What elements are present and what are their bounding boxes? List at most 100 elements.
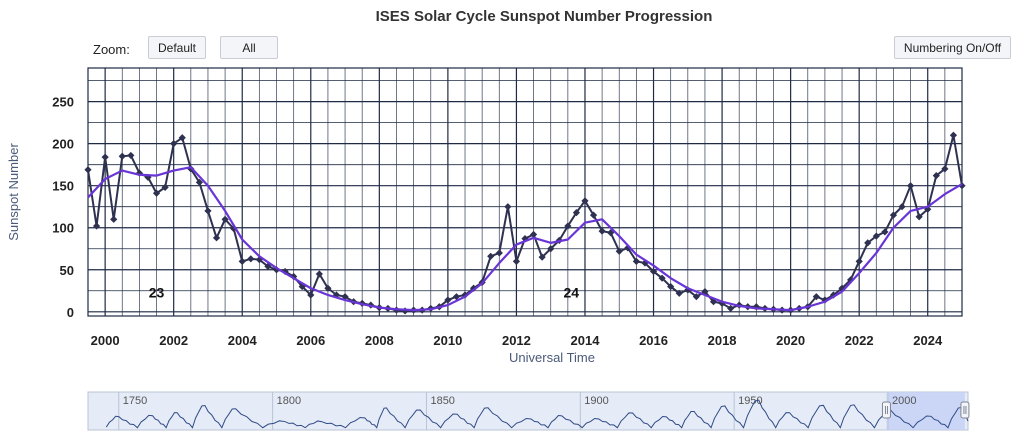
y-tick-label: 0 [67,305,74,320]
observed-point [92,222,101,230]
observed-point [684,286,692,294]
observed-point [547,245,555,253]
observed-point [898,203,906,211]
observed-point [906,182,915,190]
x-tick-label: 2008 [365,333,394,348]
cycle-annotations: 23 24 [149,284,580,300]
x-tick-label: 2024 [913,333,943,348]
navigator-tick-label: 2000 [892,395,916,407]
observed-point [272,266,281,274]
plot-border [87,67,963,317]
y-tick-label: 100 [52,221,74,236]
observed-point [641,259,649,267]
y-axis-title: Sunspot Number [6,143,21,241]
observed-point [667,282,675,291]
observed-point [264,262,272,270]
observed-point [110,215,118,223]
observed-point [598,227,606,235]
x-tick-label: 2004 [228,333,258,348]
observed-point [538,253,546,261]
observed-point [915,213,923,221]
observed-point [247,255,255,263]
observed-point [332,291,341,299]
observed-series[interactable] [84,131,966,315]
observed-point [881,228,889,236]
x-tick-label: 2000 [91,333,120,348]
observed-point [752,303,760,311]
observed-point [529,230,538,239]
navigator-tick-label: 1900 [584,395,608,407]
observed-point [864,239,872,247]
cycle-number-label: 24 [563,284,579,300]
range-navigator[interactable]: 1750 1800 1850 1900 1950 2000 [87,391,970,431]
numbering-toggle-button[interactable]: Numbering On/Off [894,36,1011,59]
observed-point [932,172,940,180]
observed-line [87,135,963,312]
navigator-tick-label: 1750 [123,395,147,407]
observed-point [161,183,169,191]
observed-point [290,272,298,281]
navigator-background [87,391,969,431]
observed-point [701,288,709,296]
observed-point [118,152,126,160]
observed-point [238,257,246,265]
observed-point [307,291,315,299]
x-tick-label: 2006 [296,333,325,348]
observed-point [341,293,349,301]
navigator-tick-label: 1800 [277,395,301,407]
observed-point [589,211,598,219]
observed-point [152,189,161,197]
observed-point [487,252,495,260]
observed-point [324,284,332,292]
smoothed-line [87,166,963,312]
observed-point [872,232,880,240]
x-axis-title: Universal Time [509,350,595,365]
navigator-handle-right[interactable] [960,401,970,419]
observed-point [812,293,820,301]
y-axis-labels: 0 50 100 150 200 250 [52,95,74,320]
navigator-selection [886,392,965,430]
navigator-handle-left[interactable] [881,401,891,419]
x-tick-label: 2020 [776,333,805,348]
x-tick-label: 2016 [639,333,668,348]
observed-point [444,296,452,304]
observed-point [178,134,186,142]
observed-point [221,215,229,223]
observed-point [889,211,898,219]
observed-point [727,304,735,313]
y-tick-label: 250 [52,95,74,110]
x-tick-label: 2014 [571,333,601,348]
observed-point [855,257,863,265]
x-tick-label: 2022 [845,333,874,348]
zoom-default-button[interactable]: Default [148,36,206,59]
navigator-tick-label: 1850 [430,395,454,407]
x-axis-labels: 2000 2002 2004 2006 2008 2010 2012 2014 2016 2018… [91,333,943,348]
cycle-number-label: 23 [149,284,165,300]
zoom-label: Zoom: [93,42,130,57]
observed-point [632,257,640,265]
observed-point [658,274,666,282]
x-tick-label: 2012 [502,333,531,348]
observed-point [512,257,521,265]
smoothed-series[interactable] [87,166,963,312]
observed-point [692,293,700,301]
y-tick-label: 200 [52,137,74,152]
x-tick-label: 2018 [708,333,737,348]
chart-title: ISES Solar Cycle Sunspot Number Progress… [375,8,713,25]
observed-point [504,203,512,211]
observed-point [298,282,306,291]
y-tick-label: 50 [60,263,74,278]
zoom-all-button[interactable]: All [220,36,278,59]
observed-point [949,131,958,139]
observed-point [101,153,109,161]
observed-point [615,247,623,255]
observed-point [572,208,581,217]
observed-point [127,151,135,160]
observed-point [495,249,503,257]
observed-point [315,270,323,278]
observed-point [564,222,572,230]
observed-point [255,256,263,264]
observed-point [941,165,949,173]
y-tick-label: 150 [52,179,74,194]
